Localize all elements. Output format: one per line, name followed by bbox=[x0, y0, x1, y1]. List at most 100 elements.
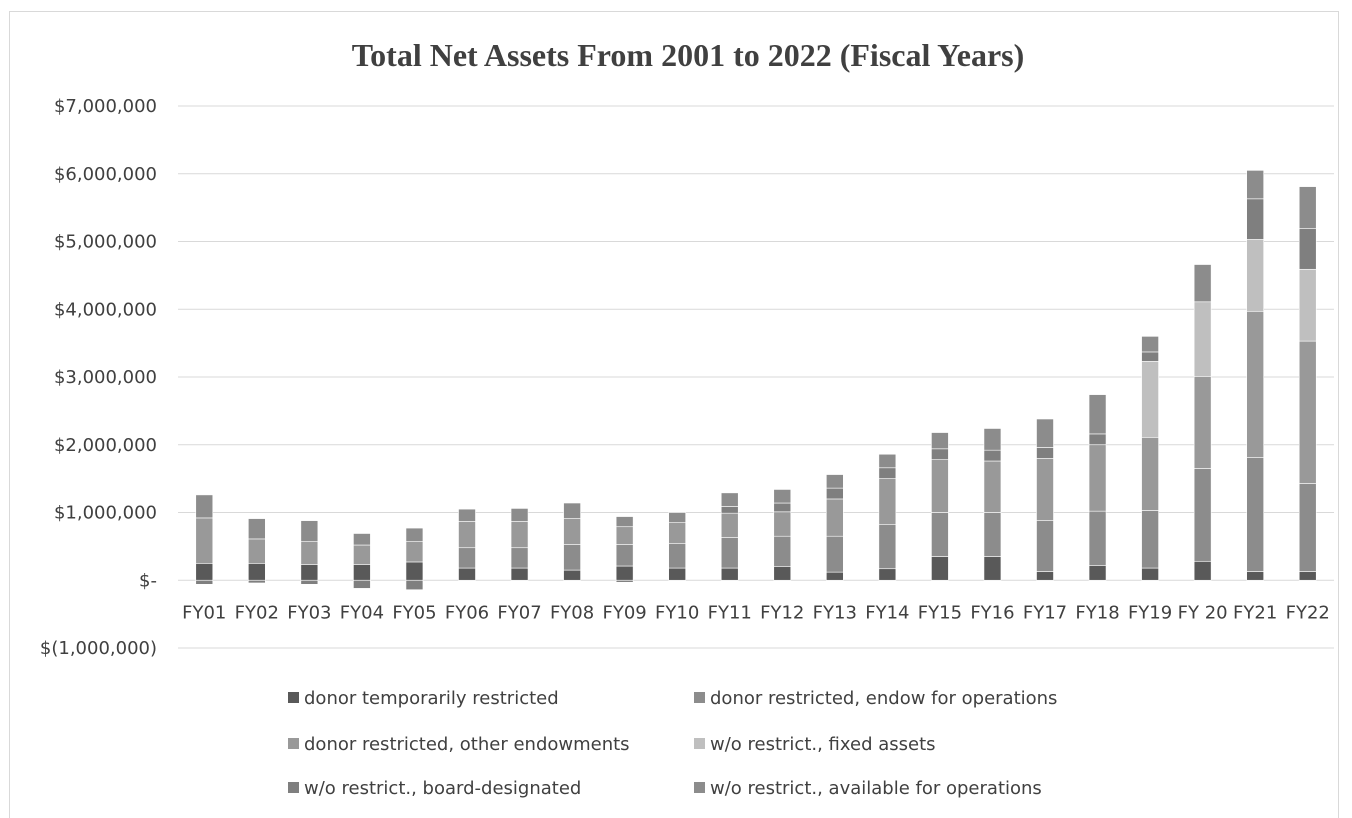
x-tick-label: FY14 bbox=[865, 602, 909, 623]
bar-segment bbox=[773, 502, 792, 513]
bar-segment bbox=[1246, 457, 1264, 572]
bar-segment bbox=[1246, 170, 1264, 200]
x-tick-label: FY08 bbox=[550, 602, 594, 623]
bar-segment bbox=[195, 579, 214, 585]
x-tick-label: FY10 bbox=[655, 602, 699, 623]
bar-segment bbox=[773, 566, 792, 581]
y-tick-label: $3,000,000 bbox=[54, 367, 157, 388]
legend-swatch bbox=[694, 738, 705, 749]
grid-lines bbox=[178, 105, 1334, 649]
bar-segment bbox=[1141, 436, 1159, 511]
bar-segment bbox=[1141, 351, 1159, 362]
bar-segment bbox=[300, 564, 319, 581]
y-tick-label: $1,000,000 bbox=[54, 503, 157, 524]
bar-segment bbox=[458, 567, 476, 581]
bar-segment bbox=[458, 521, 476, 549]
bar-segment bbox=[826, 474, 844, 489]
x-tick-label: FY12 bbox=[760, 602, 804, 623]
bar-segment bbox=[1036, 418, 1054, 448]
bar-segment bbox=[353, 579, 371, 589]
y-tick-label: $6,000,000 bbox=[54, 164, 157, 185]
bar-segment bbox=[826, 487, 844, 500]
x-tick-label: FY09 bbox=[603, 602, 647, 623]
bar-segment bbox=[1298, 340, 1317, 484]
bar-segment bbox=[1141, 510, 1159, 569]
bar-segment bbox=[668, 567, 686, 581]
bar-segment bbox=[405, 527, 424, 542]
bar-segment bbox=[983, 449, 1002, 462]
chart-frame bbox=[9, 11, 1339, 818]
bar-segment bbox=[1298, 228, 1317, 270]
legend-swatch bbox=[288, 692, 299, 703]
bar-segment bbox=[1298, 268, 1317, 342]
bar-segment bbox=[1088, 444, 1107, 512]
bar-segment bbox=[826, 535, 844, 573]
legend-swatch bbox=[288, 782, 299, 793]
bar-segment bbox=[1088, 433, 1107, 446]
legend-label: donor restricted, other endowments bbox=[304, 734, 630, 755]
bar-segment bbox=[1246, 198, 1264, 240]
bar-segment bbox=[510, 547, 529, 569]
y-tick-label: $5,000,000 bbox=[54, 232, 157, 253]
bar-segment bbox=[248, 538, 266, 564]
bar-segment bbox=[563, 544, 581, 571]
x-tick-label: FY22 bbox=[1286, 602, 1330, 623]
bar-segment bbox=[773, 511, 792, 537]
bar-segment bbox=[878, 568, 897, 581]
x-tick-label: FY19 bbox=[1128, 602, 1172, 623]
chart-title: Total Net Assets From 2001 to 2022 (Fisc… bbox=[352, 37, 1025, 73]
bar-segment bbox=[983, 556, 1002, 581]
legend-swatch bbox=[694, 782, 705, 793]
bar-segment bbox=[668, 543, 686, 569]
bar-segment bbox=[300, 520, 319, 542]
bar-segment bbox=[1036, 447, 1054, 459]
x-tick-label: FY06 bbox=[445, 602, 489, 623]
bar-segment bbox=[563, 502, 581, 519]
bar-segment bbox=[1193, 560, 1212, 581]
bar-segment bbox=[720, 567, 739, 581]
bar-segment bbox=[826, 571, 844, 581]
bar-segment bbox=[615, 579, 634, 583]
bar-segment bbox=[1036, 571, 1054, 581]
bar-segment bbox=[720, 512, 739, 538]
bar-segment bbox=[300, 541, 319, 565]
bar-segment bbox=[510, 521, 529, 549]
bar-segment bbox=[615, 565, 634, 581]
x-tick-label: FY05 bbox=[392, 602, 436, 623]
x-tick-label: FY17 bbox=[1023, 602, 1067, 623]
bar-segment bbox=[510, 508, 529, 522]
bar-segment bbox=[773, 489, 792, 504]
bar-segment bbox=[826, 498, 844, 537]
x-tick-label: FY21 bbox=[1233, 602, 1277, 623]
bar-segment bbox=[720, 506, 739, 514]
bar-segment bbox=[983, 428, 1002, 451]
bar-segment bbox=[1088, 510, 1107, 566]
y-tick-label: $2,000,000 bbox=[54, 435, 157, 456]
x-tick-label: FY11 bbox=[708, 602, 752, 623]
bar-segment bbox=[931, 512, 949, 557]
bar-segment bbox=[931, 432, 949, 450]
y-axis-ticks: $7,000,000 $6,000,000 $5,000,000 $4,000,000… bbox=[40, 96, 157, 659]
bar-segment bbox=[878, 478, 897, 525]
bar-segment bbox=[668, 522, 686, 544]
bar-segment bbox=[720, 537, 739, 569]
bar-segment bbox=[248, 518, 266, 540]
x-tick-label: FY04 bbox=[340, 602, 384, 623]
bar-segment bbox=[248, 579, 266, 584]
x-tick-label: FY02 bbox=[235, 602, 279, 623]
bar-segment bbox=[1193, 264, 1212, 303]
legend-label: w/o restrict., board-designated bbox=[304, 778, 581, 799]
legend: donor temporarily restricted donor restri… bbox=[288, 688, 1057, 799]
bar-segment bbox=[615, 526, 634, 545]
bar-segment bbox=[248, 563, 266, 581]
bar-segment bbox=[195, 494, 214, 519]
bar-segment bbox=[1141, 567, 1159, 581]
bar-segment bbox=[773, 535, 792, 568]
x-tick-label: FY13 bbox=[813, 602, 857, 623]
bar-segment bbox=[1036, 457, 1054, 521]
bar-segment bbox=[458, 547, 476, 569]
bar-segment bbox=[563, 569, 581, 581]
bar-segment bbox=[195, 517, 214, 564]
bar-segment bbox=[878, 453, 897, 469]
